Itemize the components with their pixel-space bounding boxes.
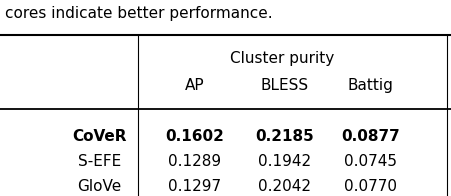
Text: BLESS: BLESS bbox=[260, 78, 308, 93]
Text: 0.0770: 0.0770 bbox=[343, 179, 396, 194]
Text: 0.2042: 0.2042 bbox=[258, 179, 311, 194]
Text: Battig: Battig bbox=[347, 78, 393, 93]
Text: Cluster purity: Cluster purity bbox=[230, 51, 334, 66]
Text: 0.2185: 0.2185 bbox=[255, 129, 313, 144]
Text: CoVeR: CoVeR bbox=[72, 129, 126, 144]
Text: GloVe: GloVe bbox=[77, 179, 121, 194]
Text: 0.1289: 0.1289 bbox=[167, 154, 221, 169]
Text: AP: AP bbox=[184, 78, 204, 93]
Text: 0.1297: 0.1297 bbox=[167, 179, 221, 194]
Text: 0.0745: 0.0745 bbox=[343, 154, 396, 169]
Text: 0.1602: 0.1602 bbox=[165, 129, 223, 144]
Text: S-EFE: S-EFE bbox=[78, 154, 121, 169]
Text: 0.0877: 0.0877 bbox=[341, 129, 399, 144]
Text: cores indicate better performance.: cores indicate better performance. bbox=[5, 6, 272, 21]
Text: 0.1942: 0.1942 bbox=[258, 154, 311, 169]
